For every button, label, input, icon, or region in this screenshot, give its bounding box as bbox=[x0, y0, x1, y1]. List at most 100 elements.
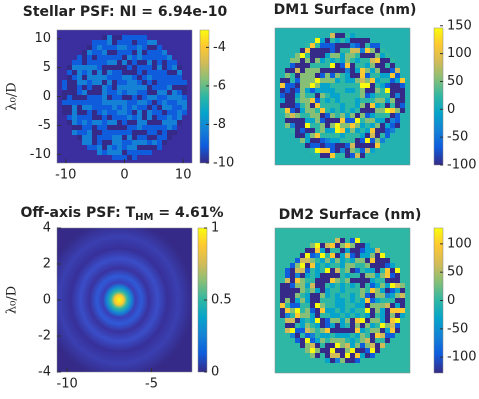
image-cell bbox=[325, 118, 330, 123]
image-cell bbox=[375, 58, 380, 63]
image-cell bbox=[335, 308, 340, 313]
image-cell bbox=[300, 83, 305, 88]
image-cell bbox=[355, 338, 360, 343]
image-cell bbox=[300, 133, 305, 138]
image-cell bbox=[340, 138, 345, 143]
image-cell bbox=[112, 155, 117, 160]
image-cell bbox=[350, 253, 355, 258]
image-cell bbox=[360, 353, 365, 358]
image-cell bbox=[295, 98, 300, 103]
image-cell bbox=[365, 248, 370, 253]
colorbar-tick-label: -10 bbox=[213, 156, 234, 171]
image-cell bbox=[137, 60, 142, 65]
image-cell bbox=[315, 128, 320, 133]
y-tick-label: -10 bbox=[30, 147, 51, 162]
image-cell bbox=[310, 268, 315, 273]
image-cell bbox=[157, 50, 162, 55]
image-cell bbox=[345, 48, 350, 53]
image-cell bbox=[375, 258, 380, 263]
image-cell bbox=[395, 98, 400, 103]
y-tick-label: 4 bbox=[43, 221, 51, 236]
image-cell bbox=[300, 128, 305, 133]
image-cell bbox=[132, 110, 137, 115]
image-cell bbox=[290, 123, 295, 128]
image-cell bbox=[167, 65, 172, 70]
image-cell bbox=[350, 358, 355, 363]
image-cell bbox=[330, 248, 335, 253]
image-cell bbox=[390, 103, 395, 108]
image-cell bbox=[300, 333, 305, 338]
image-cell bbox=[370, 133, 375, 138]
image-cell bbox=[400, 288, 405, 293]
image-cell bbox=[72, 70, 77, 75]
image-cell bbox=[355, 143, 360, 148]
image-cell bbox=[365, 318, 370, 323]
image-cell bbox=[360, 68, 365, 73]
image-cell bbox=[177, 70, 182, 75]
image-cell bbox=[385, 133, 390, 138]
image-cell bbox=[127, 35, 132, 40]
image-cell bbox=[340, 103, 345, 108]
image-cell bbox=[97, 85, 102, 90]
image-cell bbox=[290, 268, 295, 273]
image-cell bbox=[127, 75, 132, 80]
image-cell bbox=[365, 98, 370, 103]
image-cell bbox=[162, 60, 167, 65]
image-cell bbox=[305, 323, 310, 328]
image-cell bbox=[87, 75, 92, 80]
image-cell bbox=[375, 293, 380, 298]
image-cell bbox=[365, 123, 370, 128]
image-cell bbox=[152, 90, 157, 95]
image-cell bbox=[345, 133, 350, 138]
image-cell bbox=[172, 110, 177, 115]
image-cell bbox=[385, 108, 390, 113]
image-cell bbox=[320, 323, 325, 328]
image-cell bbox=[390, 78, 395, 83]
title-subscript: HM bbox=[135, 212, 153, 223]
image-cell bbox=[335, 333, 340, 338]
image-cell bbox=[395, 303, 400, 308]
image-cell bbox=[330, 138, 335, 143]
image-cell bbox=[310, 128, 315, 133]
image-cell bbox=[330, 343, 335, 348]
image-cell bbox=[350, 58, 355, 63]
image-cell bbox=[142, 95, 147, 100]
image-cell bbox=[112, 135, 117, 140]
image-cell bbox=[350, 128, 355, 133]
image-cell bbox=[295, 283, 300, 288]
image-cell bbox=[280, 293, 285, 298]
image-cell bbox=[87, 60, 92, 65]
image-cell bbox=[122, 70, 127, 75]
image-cell bbox=[92, 85, 97, 90]
image-cell bbox=[77, 130, 82, 135]
image-cell bbox=[395, 268, 400, 273]
image-cell bbox=[162, 135, 167, 140]
image-cell bbox=[370, 308, 375, 313]
image-cell bbox=[345, 123, 350, 128]
image-cell bbox=[107, 55, 112, 60]
image-cell bbox=[122, 75, 127, 80]
image-cell bbox=[147, 150, 152, 155]
image-cell bbox=[375, 268, 380, 273]
image-cell bbox=[350, 258, 355, 263]
image-cell bbox=[147, 140, 152, 145]
image-cell bbox=[147, 65, 152, 70]
image-cell bbox=[350, 43, 355, 48]
image-cell bbox=[67, 70, 72, 75]
image-cell bbox=[375, 308, 380, 313]
image-cell bbox=[320, 243, 325, 248]
image-cell bbox=[325, 43, 330, 48]
image-cell bbox=[335, 318, 340, 323]
image-cell bbox=[152, 140, 157, 145]
image-cell bbox=[177, 115, 182, 120]
image-cell bbox=[290, 83, 295, 88]
image-cell bbox=[345, 328, 350, 333]
image-cell bbox=[127, 120, 132, 125]
image-cell bbox=[395, 123, 400, 128]
image-cell bbox=[280, 288, 285, 293]
image-cell bbox=[285, 273, 290, 278]
image-cell bbox=[300, 338, 305, 343]
image-cell bbox=[177, 90, 182, 95]
image-cell bbox=[305, 293, 310, 298]
image-cell bbox=[300, 308, 305, 313]
